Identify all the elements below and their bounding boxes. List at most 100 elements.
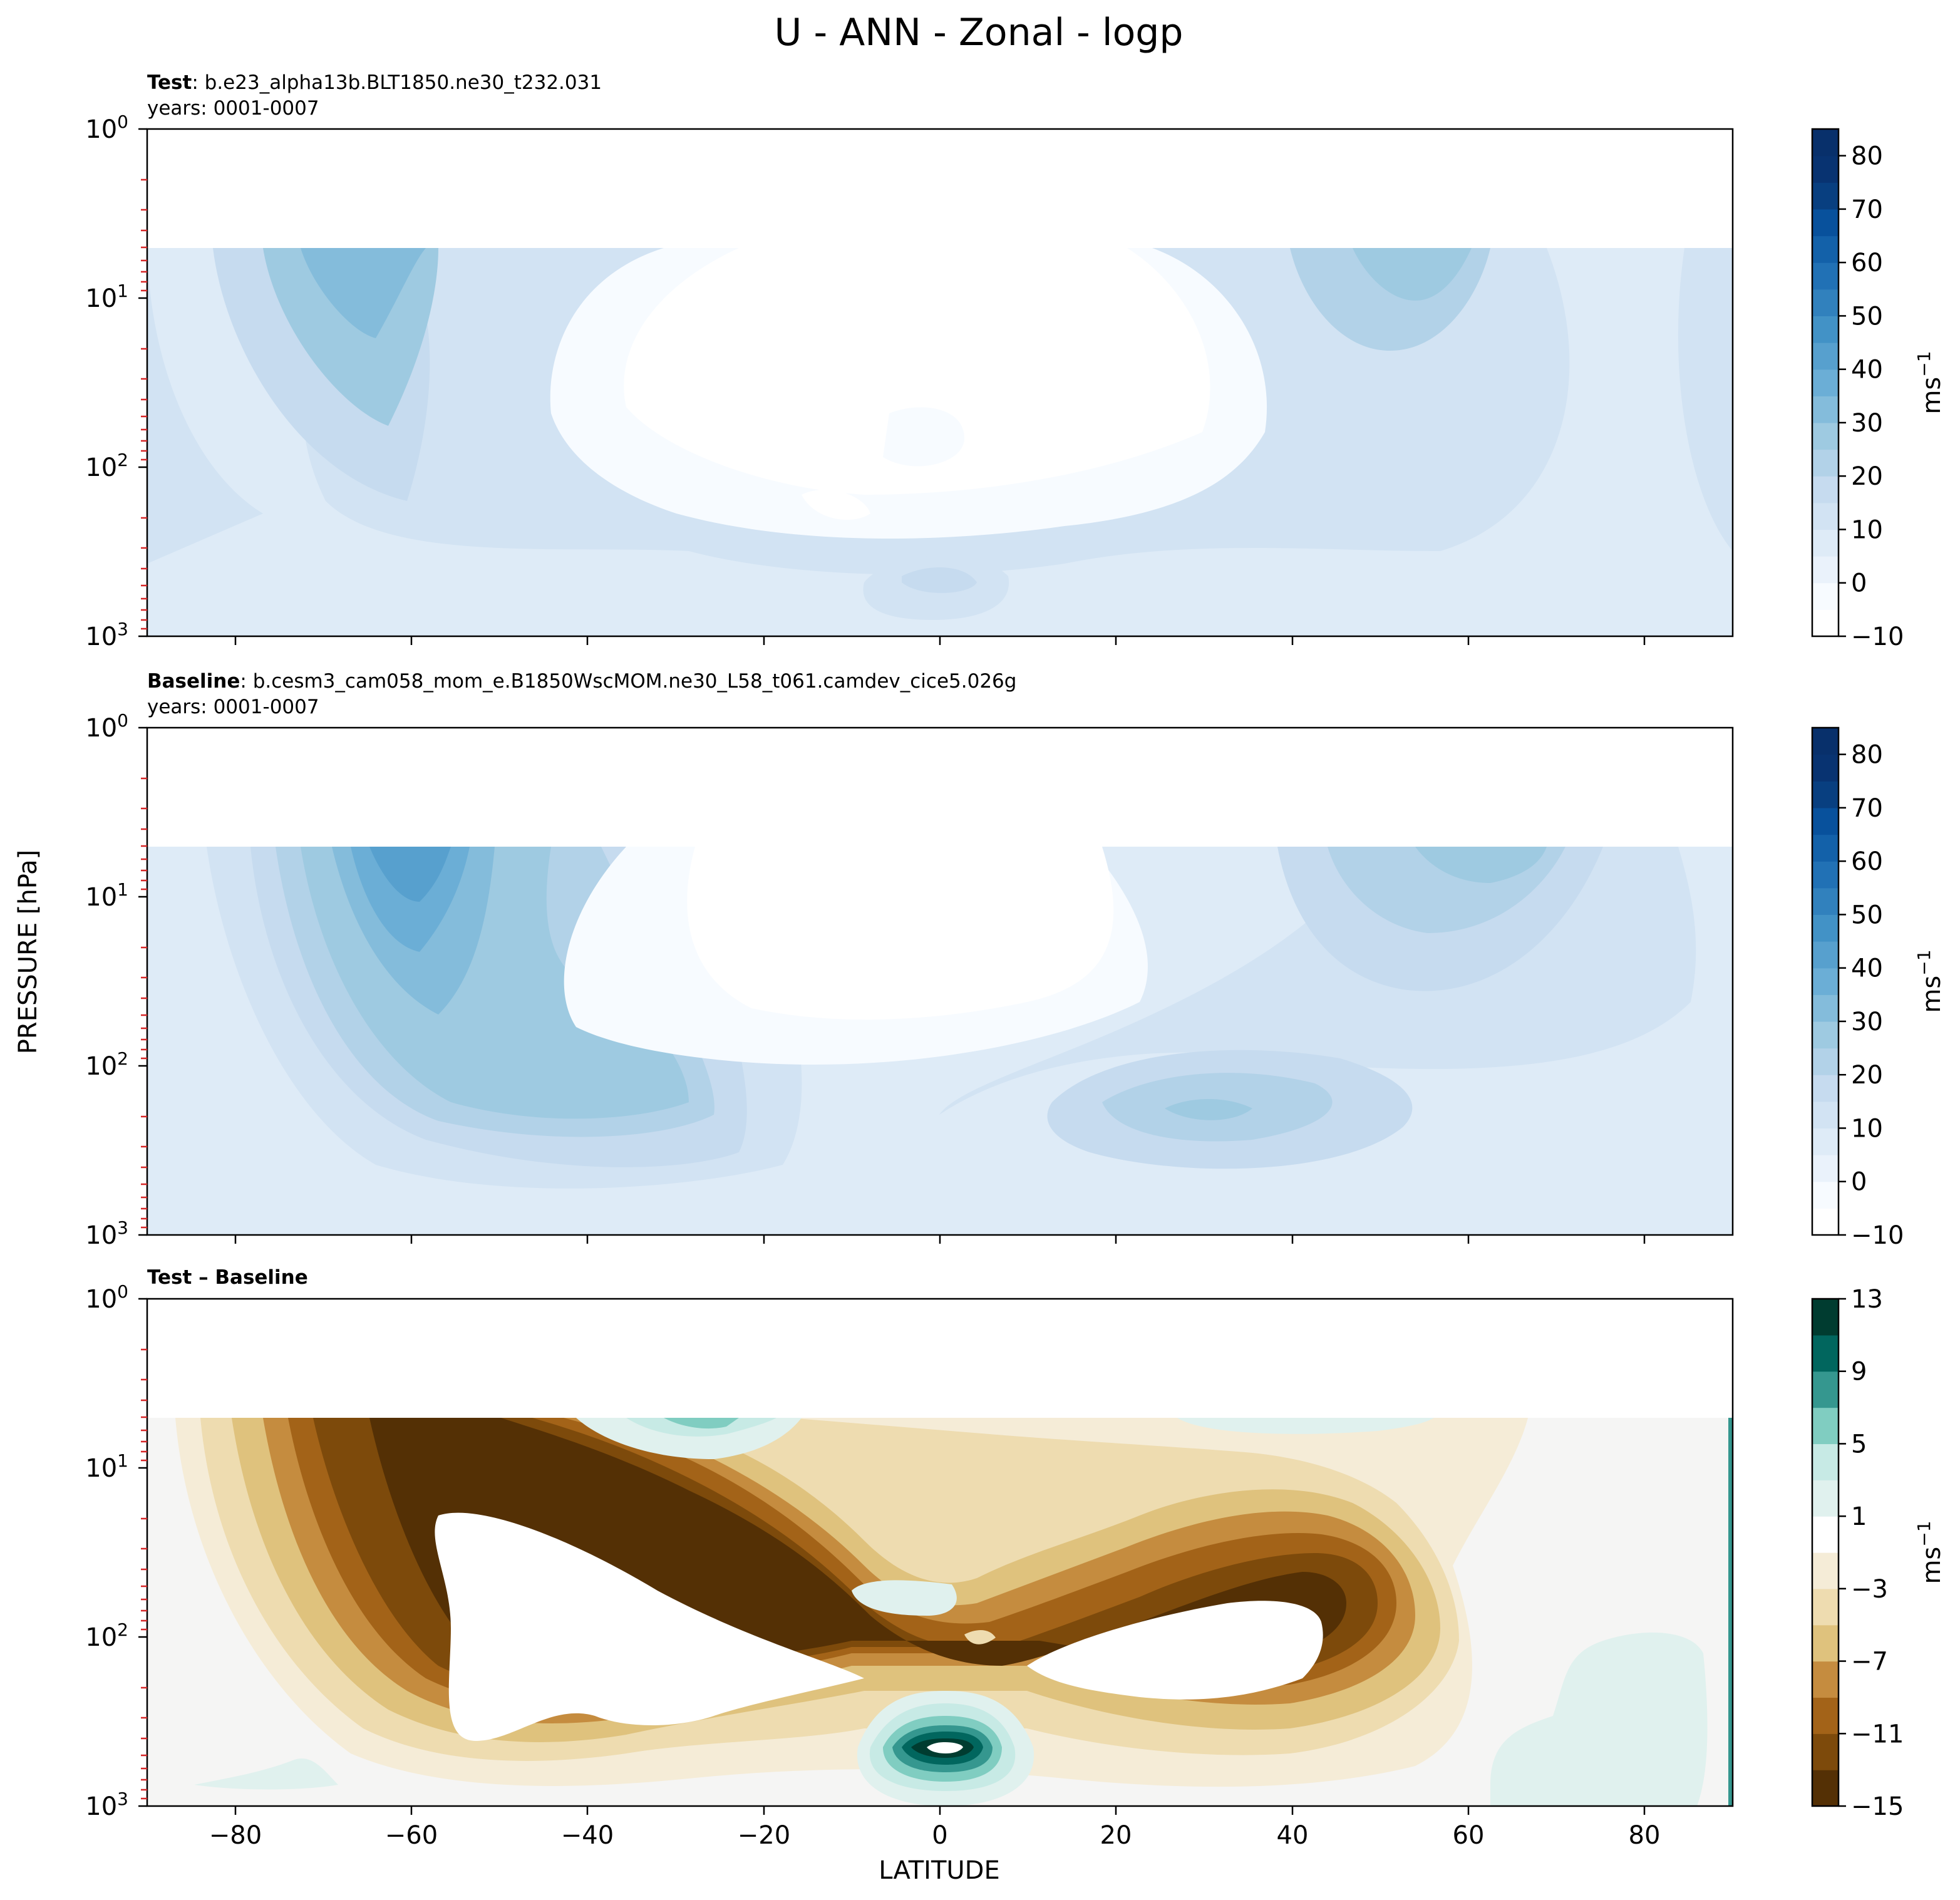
- colorbar-tick-label: 0: [1851, 1168, 1867, 1197]
- panel-test-contours: [147, 248, 1733, 636]
- colorbar-swatch: [1812, 502, 1839, 530]
- colorbar-tick-label: −3: [1851, 1575, 1888, 1604]
- colorbar-swatch: [1812, 182, 1839, 210]
- y-axis-label: PRESSURE [hPa]: [14, 850, 43, 1054]
- colorbar-swatch: [1812, 129, 1839, 157]
- panel-test-case: b.e23_alpha13b.BLT1850.ne30_t232.031: [205, 71, 602, 94]
- colorbar-swatch: [1812, 1697, 1839, 1734]
- svg-text:103: 103: [85, 1789, 128, 1821]
- svg-text:102: 102: [85, 450, 128, 482]
- colorbar-tick-label: −10: [1851, 622, 1904, 651]
- panel-baseline-label: Baseline: [147, 670, 240, 693]
- colorbar-swatch: [1812, 1661, 1839, 1698]
- colorbar-swatch: [1812, 343, 1839, 370]
- colorbar-swatch: [1812, 449, 1839, 477]
- colorbar-tick-label: 20: [1851, 1061, 1883, 1090]
- colorbar-swatch: [1812, 861, 1839, 889]
- panel-test: Test: b.e23_alpha13b.BLT1850.ne30_t232.0…: [85, 71, 1946, 651]
- svg-text:0: 0: [932, 1821, 947, 1850]
- colorbar-swatch: [1812, 1128, 1839, 1155]
- colorbar-tick-label: 80: [1851, 741, 1883, 770]
- panel-baseline-header: Baseline: b.cesm3_cam058_mom_e.B1850WscM…: [147, 670, 1016, 693]
- colorbar-swatch: [1812, 1443, 1839, 1480]
- colorbar-tick-label: 80: [1851, 142, 1883, 171]
- colorbar-tick-label: −10: [1851, 1221, 1904, 1250]
- colorbar-tick-label: 30: [1851, 1008, 1883, 1036]
- colorbar-swatch: [1812, 1101, 1839, 1129]
- colorbar-swatch: [1812, 476, 1839, 503]
- colorbar-swatch: [1812, 609, 1839, 637]
- colorbar-swatch: [1812, 396, 1839, 423]
- colorbar-swatch: [1812, 1075, 1839, 1102]
- colorbar-swatch: [1812, 1371, 1839, 1408]
- svg-text:102: 102: [85, 1048, 128, 1081]
- colorbar-swatch: [1812, 235, 1839, 263]
- colorbar-swatch: [1812, 1181, 1839, 1209]
- x-axis-label: LATITUDE: [879, 1856, 999, 1885]
- svg-text:101: 101: [85, 1450, 128, 1483]
- colorbar-frame: [1811, 1298, 1840, 1807]
- colorbar-tick-label: 9: [1851, 1358, 1867, 1386]
- colorbar-swatch: [1812, 1208, 1839, 1236]
- colorbar-tick-label: −15: [1851, 1792, 1904, 1821]
- panel-baseline: Baseline: b.cesm3_cam058_mom_e.B1850WscM…: [85, 670, 1946, 1250]
- colorbar-tick-label: 10: [1851, 515, 1883, 544]
- colorbar-swatch: [1812, 582, 1839, 610]
- colorbar-swatch: [1812, 422, 1839, 450]
- colorbar-swatch: [1812, 1048, 1839, 1075]
- panel-baseline-y-axis: 100 101 102 103: [85, 710, 147, 1250]
- colorbar-swatch: [1812, 1299, 1839, 1336]
- panel-diff-label: Test – Baseline: [147, 1266, 308, 1289]
- colorbar-swatch: [1812, 316, 1839, 343]
- svg-text:100: 100: [85, 710, 128, 743]
- svg-text:101: 101: [85, 281, 128, 313]
- colorbar-swatch: [1812, 941, 1839, 969]
- colorbar-swatch: [1812, 754, 1839, 782]
- panel-test-header: Test: b.e23_alpha13b.BLT1850.ne30_t232.0…: [147, 71, 602, 94]
- colorbar-tick-label: 5: [1851, 1430, 1867, 1459]
- colorbar-swatch: [1812, 781, 1839, 808]
- colorbar-tick-label: 70: [1851, 195, 1883, 224]
- panel-diff-y-axis: 100 101 102 103: [85, 1281, 147, 1821]
- colorbar-swatch: [1812, 1480, 1839, 1517]
- colorbar-tick-label: 13: [1851, 1285, 1883, 1314]
- colorbar-tick-label: 40: [1851, 356, 1883, 385]
- colorbar-swatch: [1812, 968, 1839, 995]
- colorbar-swatch: [1812, 1021, 1839, 1049]
- colorbar-baseline-unit: ms−1: [1914, 949, 1946, 1013]
- panel-baseline-case: b.cesm3_cam058_mom_e.B1850WscMOM.ne30_L5…: [253, 670, 1017, 693]
- panel-diff-contours: [147, 1418, 1733, 1806]
- svg-text:20: 20: [1100, 1821, 1132, 1850]
- colorbar-swatch: [1812, 1588, 1839, 1626]
- svg-text:80: 80: [1629, 1821, 1661, 1850]
- colorbar-swatch: [1812, 994, 1839, 1022]
- svg-text:100: 100: [85, 111, 128, 144]
- colorbar-swatch: [1812, 1155, 1839, 1182]
- svg-text:−60: −60: [385, 1821, 438, 1850]
- panel-baseline-x-ticks: [234, 1235, 1646, 1244]
- colorbar-swatch: [1812, 1407, 1839, 1445]
- colorbar-swatch: [1812, 289, 1839, 317]
- colorbar-tick-label: 60: [1851, 847, 1883, 876]
- colorbar-test: −10 0 10 20 30 40 50 60 70 80: [1811, 128, 1904, 651]
- panel-diff: Test – Baseline: [85, 1266, 1946, 1850]
- colorbar-tick-label: 70: [1851, 794, 1883, 823]
- colorbar-swatch: [1812, 369, 1839, 396]
- svg-text:101: 101: [85, 879, 128, 912]
- svg-text:103: 103: [85, 1217, 128, 1250]
- panel-baseline-sep: :: [240, 670, 252, 693]
- panel-test-x-ticks: [234, 636, 1646, 645]
- panel-diff-x-axis: −80 −60 −40 −20 0 20 40 60 80: [209, 1806, 1661, 1850]
- colorbar-diff-unit: ms−1: [1914, 1521, 1946, 1584]
- panel-baseline-contours: [147, 847, 1733, 1235]
- colorbar-tick-label: −11: [1851, 1720, 1904, 1748]
- colorbar-diff: −15 −11 −7 −3 1 5 9 13: [1811, 1285, 1904, 1821]
- colorbar-swatch: [1812, 728, 1839, 755]
- colorbar-swatch: [1812, 1733, 1839, 1770]
- colorbar-swatch: [1812, 1335, 1839, 1372]
- colorbar-swatch: [1812, 914, 1839, 942]
- svg-text:102: 102: [85, 1619, 128, 1652]
- svg-text:100: 100: [85, 1281, 128, 1314]
- colorbar-tick-label: 50: [1851, 302, 1883, 331]
